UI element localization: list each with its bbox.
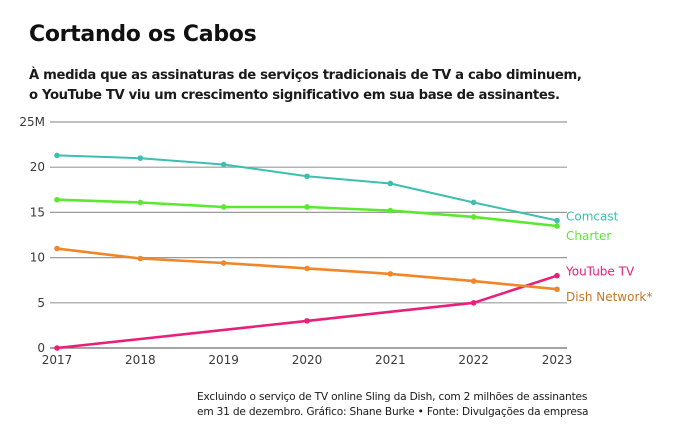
- data-point: [554, 217, 560, 224]
- series-line: [56, 154, 558, 222]
- series-label: Comcast: [566, 210, 619, 224]
- data-point: [54, 245, 60, 252]
- data-point: [54, 152, 60, 159]
- data-point: [304, 265, 310, 272]
- footnote-line: Excluindo o serviço de TV online Sling d…: [197, 391, 588, 403]
- x-tick-label: 2018: [125, 353, 156, 367]
- data-point: [470, 199, 477, 206]
- y-tick-label: 25M: [19, 115, 45, 129]
- data-point: [137, 255, 144, 262]
- x-tick-label: 2020: [292, 353, 323, 367]
- x-tick-label: 2019: [208, 353, 239, 367]
- series-lines: [54, 152, 560, 351]
- data-point: [387, 271, 394, 277]
- series-label: Charter: [566, 229, 611, 243]
- y-tick-label: 10: [30, 251, 45, 265]
- y-tick-label: 0: [37, 341, 45, 355]
- data-point: [470, 214, 477, 220]
- data-point: [220, 260, 227, 266]
- y-axis-ticks: 0 5 10 15 20 25M: [19, 115, 45, 355]
- data-point: [470, 300, 477, 306]
- series-labels: Comcast Charter YouTube TV Dish Network*: [565, 210, 652, 305]
- x-axis-ticks: 2017 2018 2019 2020 2021 2022 2023: [42, 353, 573, 367]
- subtitle-line: o YouTube TV viu um crescimento signific…: [29, 88, 560, 103]
- x-tick-label: 2021: [375, 353, 406, 367]
- footnote: Excluindo o serviço de TV online Sling d…: [197, 390, 589, 420]
- series-charter: [54, 196, 560, 229]
- chart-title: Cortando os Cabos: [29, 22, 257, 47]
- series-comcast: [54, 152, 560, 224]
- data-point: [304, 173, 310, 180]
- data-point: [387, 180, 394, 187]
- footnote-line: em 31 de dezembro. Gráfico: Shane Burke …: [197, 406, 589, 418]
- data-point: [304, 318, 310, 324]
- data-point: [54, 345, 60, 351]
- x-tick-label: 2017: [42, 353, 73, 367]
- y-tick-label: 15: [30, 205, 45, 219]
- series-line: [56, 274, 558, 350]
- data-point: [470, 278, 477, 284]
- data-point: [554, 286, 560, 293]
- data-point: [220, 161, 227, 168]
- data-point: [554, 223, 560, 229]
- data-point: [554, 272, 560, 279]
- gridlines: [50, 121, 567, 349]
- data-point: [54, 196, 60, 203]
- x-tick-label: 2022: [458, 353, 489, 367]
- series-youtube-tv: [54, 272, 560, 351]
- chart-subtitle: À medida que as assinaturas de serviços …: [29, 66, 582, 106]
- data-point: [137, 155, 144, 161]
- series-label: Dish Network*: [566, 290, 652, 304]
- x-tick-label: 2023: [542, 353, 573, 367]
- y-tick-label: 5: [37, 296, 45, 310]
- y-tick-label: 20: [30, 160, 45, 174]
- series-dish-network: [54, 245, 560, 293]
- data-point: [304, 204, 310, 210]
- series-label: YouTube TV: [565, 265, 635, 279]
- data-point: [387, 207, 394, 214]
- data-point: [137, 199, 144, 206]
- data-point: [220, 204, 227, 210]
- subtitle-line: À medida que as assinaturas de serviços …: [29, 68, 582, 83]
